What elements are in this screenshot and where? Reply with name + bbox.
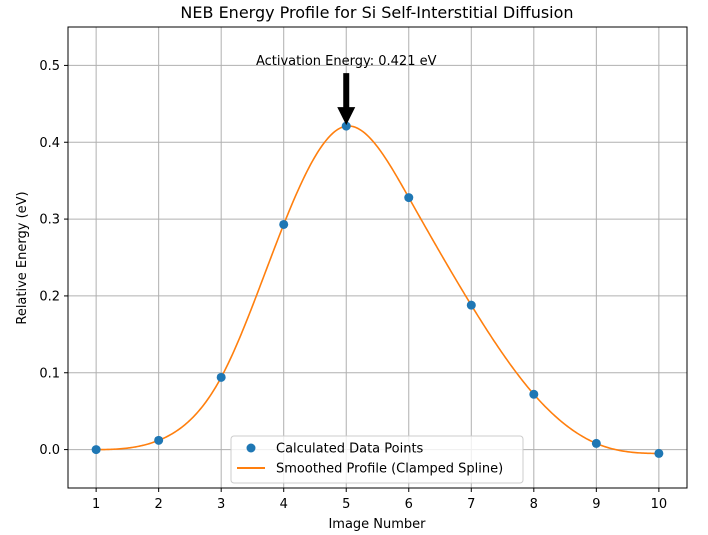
legend: Calculated Data Points Smoothed Profile … bbox=[230, 435, 524, 484]
legend-marker-data-points bbox=[246, 443, 256, 453]
data-point bbox=[341, 121, 351, 131]
legend-label-data-points: Calculated Data Points bbox=[276, 442, 424, 457]
y-tick-label: 0.5 bbox=[39, 59, 60, 74]
data-point bbox=[279, 219, 289, 229]
plot-area bbox=[91, 121, 664, 458]
data-point bbox=[404, 193, 414, 203]
annotation-text: Activation Energy: 0.421 eV bbox=[256, 54, 437, 69]
y-tick-label: 0.2 bbox=[39, 289, 60, 304]
chart-title: NEB Energy Profile for Si Self-Interstit… bbox=[180, 3, 573, 22]
x-tick-label: 3 bbox=[217, 497, 225, 512]
legend-label-smoothed: Smoothed Profile (Clamped Spline) bbox=[276, 462, 503, 477]
data-point bbox=[154, 435, 164, 445]
x-tick-label: 4 bbox=[280, 497, 288, 512]
y-tick-label: 0.1 bbox=[39, 366, 60, 381]
y-tick-label: 0.4 bbox=[39, 136, 60, 151]
y-axis-label: Relative Energy (eV) bbox=[15, 191, 30, 324]
data-point bbox=[529, 389, 539, 399]
legend-box bbox=[230, 435, 524, 484]
x-tick-label: 6 bbox=[405, 497, 413, 512]
ticks: 1 2 3 4 5 6 7 8 9 10 0.0 0.1 0.2 0.3 0.4 0.5 bbox=[39, 59, 667, 512]
data-point bbox=[466, 300, 476, 310]
x-tick-label: 10 bbox=[651, 497, 668, 512]
axes-frame bbox=[67, 26, 688, 489]
data-point bbox=[216, 372, 226, 382]
y-tick-label: 0.0 bbox=[39, 443, 60, 458]
x-tick-label: 7 bbox=[467, 497, 475, 512]
smoothed-profile-line bbox=[96, 125, 659, 455]
annotation-arrow bbox=[337, 73, 356, 126]
x-tick-label: 1 bbox=[92, 497, 100, 512]
x-tick-label: 5 bbox=[342, 497, 350, 512]
grid bbox=[68, 27, 687, 488]
data-point bbox=[91, 445, 101, 455]
x-tick-label: 9 bbox=[592, 497, 600, 512]
data-point bbox=[591, 438, 601, 448]
y-tick-label: 0.3 bbox=[39, 213, 60, 228]
data-point bbox=[654, 448, 664, 458]
x-axis-label: Image Number bbox=[328, 517, 426, 532]
x-tick-label: 8 bbox=[530, 497, 538, 512]
annotation: Activation Energy: 0.421 eV bbox=[256, 54, 437, 126]
x-tick-label: 2 bbox=[155, 497, 163, 512]
